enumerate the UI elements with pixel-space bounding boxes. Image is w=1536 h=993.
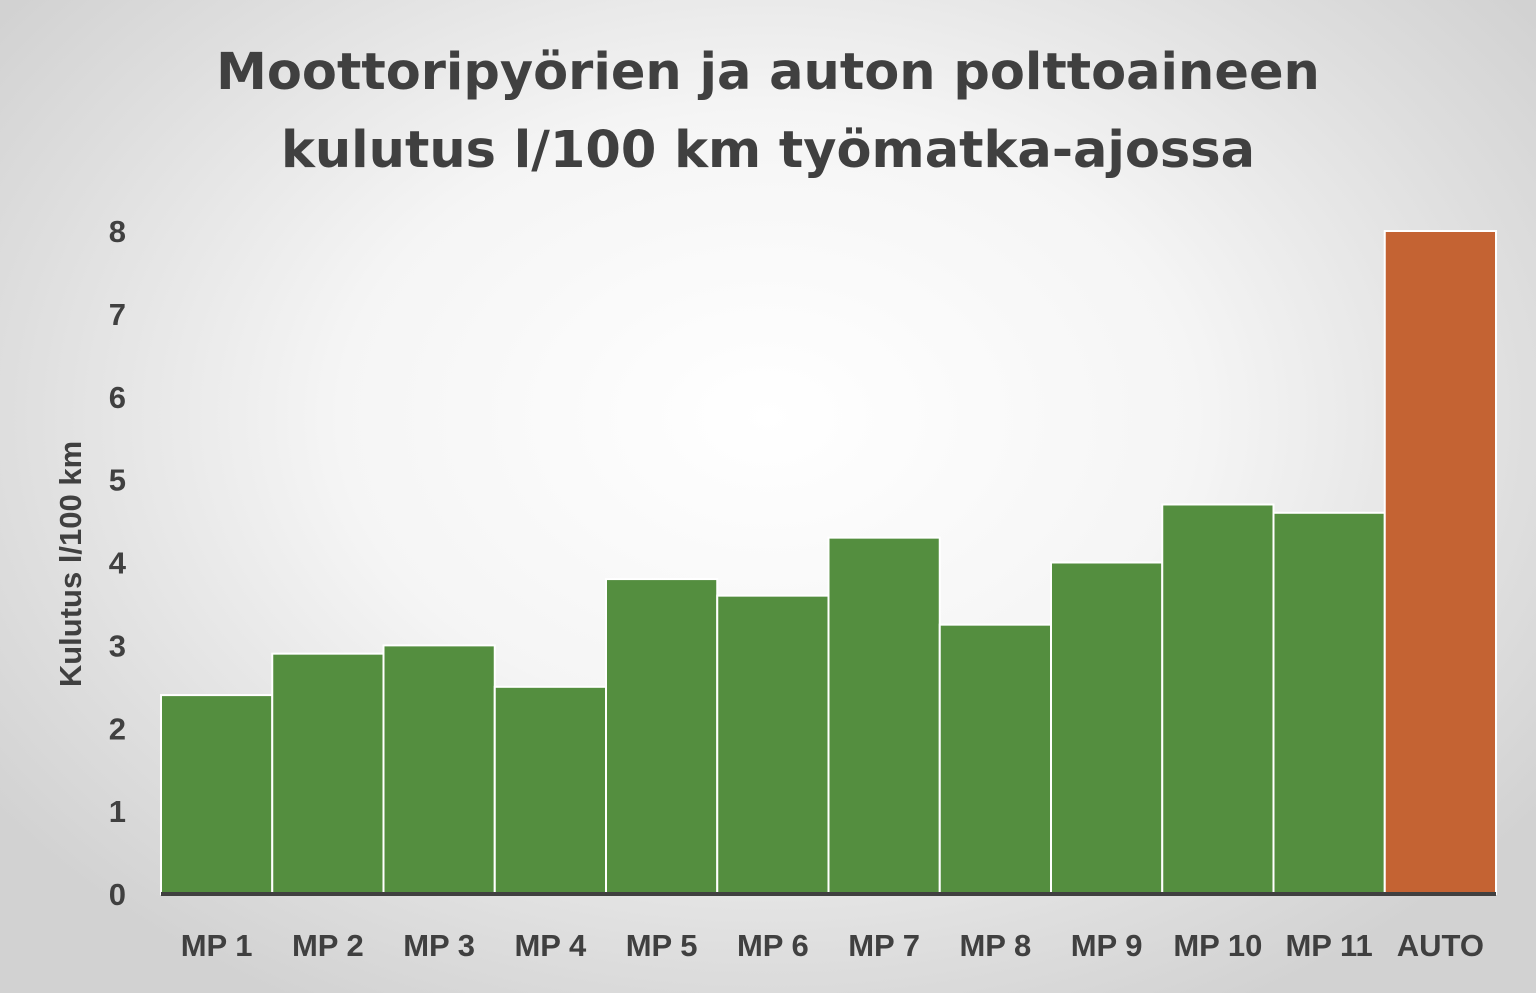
x-category-label: MP 1 (181, 928, 253, 963)
x-category-label: MP 7 (848, 928, 920, 963)
x-category-label: MP 4 (514, 928, 587, 963)
y-tick-label: 2 (109, 711, 126, 746)
bar-mp-7 (827, 536, 941, 895)
bar-mp-1 (160, 694, 274, 895)
bar-mp-3 (382, 644, 496, 896)
y-axis-label: Kulutus l/100 km (53, 441, 88, 687)
x-category-label: MP 10 (1173, 928, 1262, 963)
chart-title: Moottoripyörien ja auton polttoaineen ku… (168, 34, 1368, 190)
bar-mp-4 (493, 685, 607, 895)
chart-title-line-1: Moottoripyörien ja auton polttoaineen (216, 43, 1320, 102)
y-tick-label: 4 (109, 546, 127, 581)
bar-mp-6 (716, 594, 830, 896)
y-tick-labels: 0 1 2 3 4 5 6 7 8 (109, 214, 127, 912)
chart-title-line-2: kulutus l/100 km työmatka-ajossa (280, 121, 1256, 180)
y-tick-label: 7 (109, 297, 126, 332)
x-category-label: MP 6 (737, 928, 809, 963)
bar-mp-2 (271, 652, 385, 895)
y-tick-label: 8 (109, 214, 126, 249)
x-category-label: MP 5 (626, 928, 698, 963)
x-category-labels: MP 1 MP 2 MP 3 MP 4 MP 5 MP 6 MP 7 MP 8 MP 9 MP 1… (181, 928, 1484, 963)
x-category-label: MP 9 (1071, 928, 1143, 963)
y-tick-label: 1 (109, 794, 126, 829)
x-category-label: MP 3 (403, 928, 475, 963)
bar-mp-10 (1161, 503, 1275, 895)
y-tick-label: 6 (109, 380, 126, 415)
x-category-label: MP 11 (1285, 928, 1372, 963)
bar-mp-9 (1050, 561, 1164, 895)
x-category-label: MP 8 (959, 928, 1031, 963)
y-tick-label: 3 (109, 628, 126, 663)
bar-mp-5 (605, 578, 719, 896)
bars-layer (160, 230, 1497, 896)
bar-auto (1383, 230, 1497, 895)
bar-mp-8 (938, 623, 1052, 895)
x-category-label: AUTO (1397, 928, 1484, 963)
y-tick-label: 5 (109, 463, 126, 498)
y-tick-label: 0 (109, 877, 126, 912)
bar-mp-11 (1272, 511, 1386, 896)
x-category-label: MP 2 (292, 928, 364, 963)
